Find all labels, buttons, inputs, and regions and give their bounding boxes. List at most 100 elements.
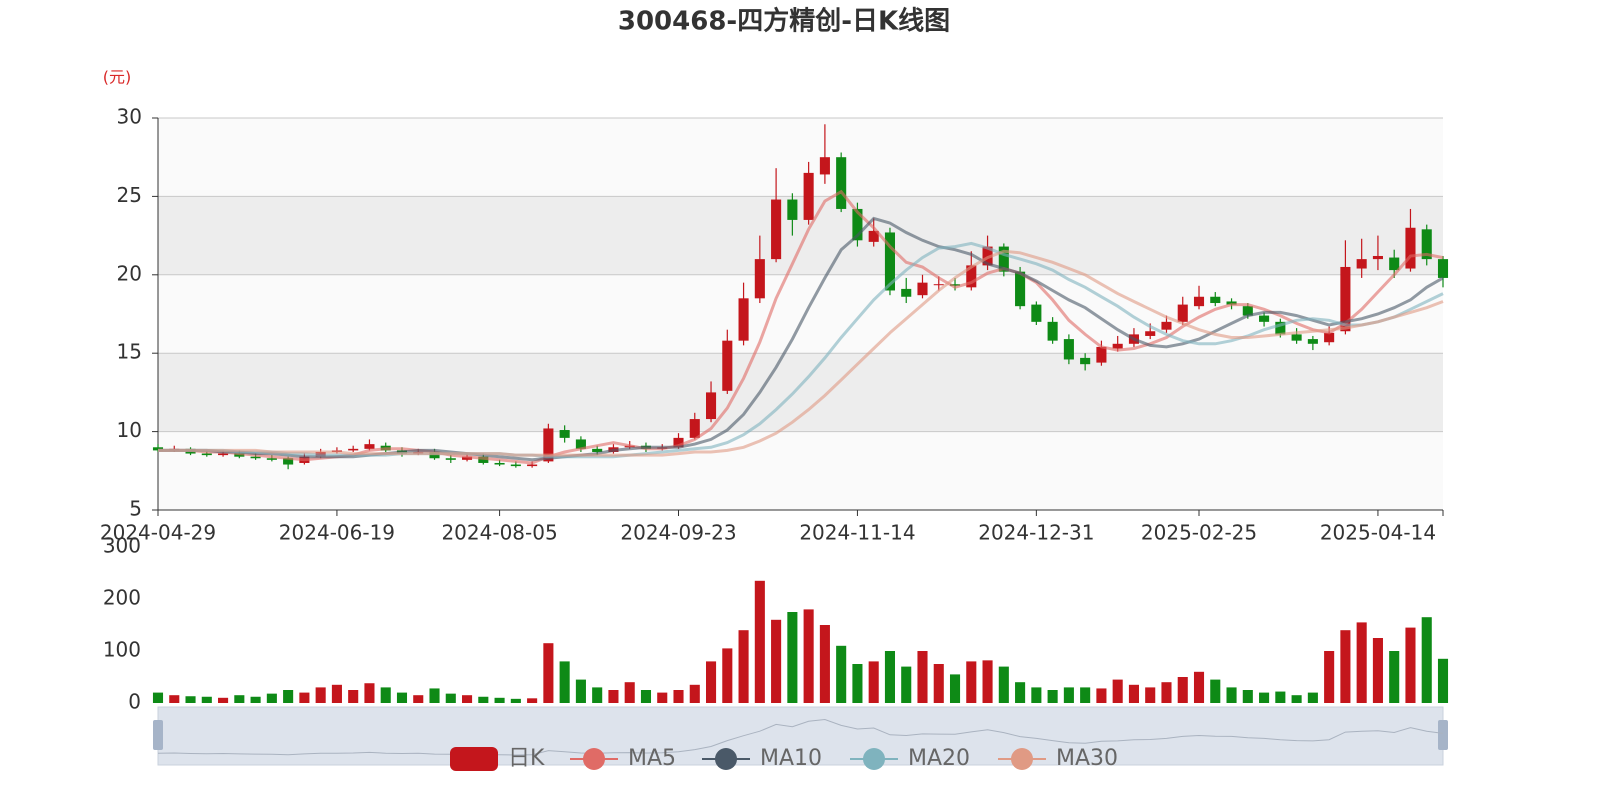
- y-tick-label: 5: [129, 497, 142, 521]
- candle-body: [494, 462, 505, 465]
- candle-body: [1145, 331, 1156, 336]
- legend-icon: [863, 748, 885, 770]
- volume-bar: [364, 683, 375, 703]
- volume-bar: [624, 682, 635, 703]
- volume-bar: [266, 693, 277, 703]
- volume-bar: [1275, 691, 1286, 703]
- volume-bar: [283, 690, 294, 703]
- candle-body: [1437, 259, 1449, 278]
- candle-body: [852, 208, 863, 241]
- volume-tick-label: 0: [128, 690, 141, 714]
- candle-body: [543, 428, 554, 462]
- volume-bar: [722, 648, 733, 703]
- volume-bar: [429, 688, 440, 703]
- candle-body: [1031, 304, 1042, 322]
- volume-bar: [1356, 622, 1367, 703]
- volume-bar: [1372, 638, 1383, 703]
- volume-bar: [218, 697, 229, 703]
- zoom-handle-left[interactable]: [153, 720, 163, 750]
- volume-bar: [413, 695, 424, 703]
- candle-body: [966, 265, 977, 288]
- volume-bar: [1259, 692, 1270, 703]
- candle-body: [1340, 266, 1351, 332]
- volume-bar: [1015, 682, 1026, 703]
- candle-body: [218, 453, 229, 456]
- volume-bar: [1389, 651, 1400, 703]
- candle-body: [348, 448, 359, 451]
- volume-bar: [315, 687, 326, 703]
- volume-bar: [787, 612, 798, 703]
- legend-icon: [583, 748, 605, 770]
- split-area: [158, 118, 1443, 197]
- candle-body: [705, 392, 717, 420]
- split-area: [158, 196, 1443, 275]
- volume-bar: [494, 697, 505, 703]
- candle-body: [803, 172, 814, 220]
- candle-body: [510, 464, 521, 467]
- y-tick-label: 30: [117, 105, 142, 129]
- volume-bar: [803, 609, 814, 703]
- volume-bar: [1096, 688, 1107, 703]
- candle-body: [201, 453, 212, 456]
- volume-bar: [1340, 630, 1351, 703]
- candle-body: [1193, 296, 1205, 307]
- split-area: [158, 431, 1443, 510]
- volume-bar: [445, 693, 456, 703]
- candle-body: [901, 288, 912, 297]
- candle-body: [689, 419, 700, 438]
- legend-label[interactable]: MA30: [1056, 746, 1118, 771]
- candle-body: [819, 157, 830, 175]
- candle-body: [722, 340, 733, 391]
- candle-body: [1112, 343, 1123, 349]
- volume-bar: [1063, 687, 1074, 703]
- candle-body: [283, 458, 294, 465]
- chart-title: 300468-四方精创-日K线图: [618, 6, 950, 37]
- candle-body: [1015, 271, 1026, 307]
- volume-bar: [478, 696, 489, 703]
- candle-body: [982, 246, 993, 266]
- legend-label[interactable]: MA5: [628, 746, 676, 771]
- y-axis-unit: (元): [103, 68, 132, 87]
- volume-bar: [884, 651, 896, 703]
- y-tick-label: 15: [117, 340, 142, 364]
- zoom-handle-right[interactable]: [1438, 720, 1448, 750]
- x-tick-label: 2024-11-14: [799, 521, 915, 545]
- volume-bar: [819, 625, 830, 703]
- candle-body: [152, 447, 164, 451]
- volume-bar: [754, 580, 765, 703]
- candle-body: [868, 230, 879, 242]
- volume-bar: [852, 664, 863, 703]
- legend-icon[interactable]: [450, 747, 498, 771]
- volume-bar: [1193, 671, 1205, 703]
- volume-bar: [348, 690, 359, 703]
- candle-body: [250, 456, 261, 459]
- legend-label[interactable]: MA20: [908, 746, 970, 771]
- candle-body: [1177, 304, 1188, 322]
- volume-bar: [1437, 658, 1449, 703]
- volume-bar: [331, 684, 342, 703]
- volume-bar: [949, 674, 961, 703]
- candle-body: [673, 437, 684, 448]
- candle-body: [1210, 296, 1221, 304]
- volume-tick-label: 300: [103, 534, 141, 558]
- volume-bar: [380, 687, 391, 703]
- volume-bar: [575, 679, 586, 703]
- volume-bar: [640, 690, 652, 703]
- candle-body: [1324, 332, 1335, 343]
- volume-bar: [966, 661, 977, 703]
- split-area: [158, 353, 1443, 432]
- candle-body: [884, 232, 896, 291]
- volume-bar: [1421, 617, 1432, 703]
- legend-label[interactable]: MA10: [760, 746, 822, 771]
- volume-bar: [299, 692, 310, 703]
- volume-bar: [836, 645, 847, 703]
- candle-body: [1242, 306, 1253, 316]
- candle-body: [771, 199, 782, 260]
- volume-bar: [201, 696, 212, 703]
- overview-line: [157, 718, 1444, 756]
- legend-label[interactable]: 日K: [508, 746, 545, 771]
- volume-bar: [1307, 692, 1318, 703]
- candle-body: [1405, 227, 1416, 269]
- candle-body: [234, 453, 245, 457]
- candle-body: [787, 199, 798, 220]
